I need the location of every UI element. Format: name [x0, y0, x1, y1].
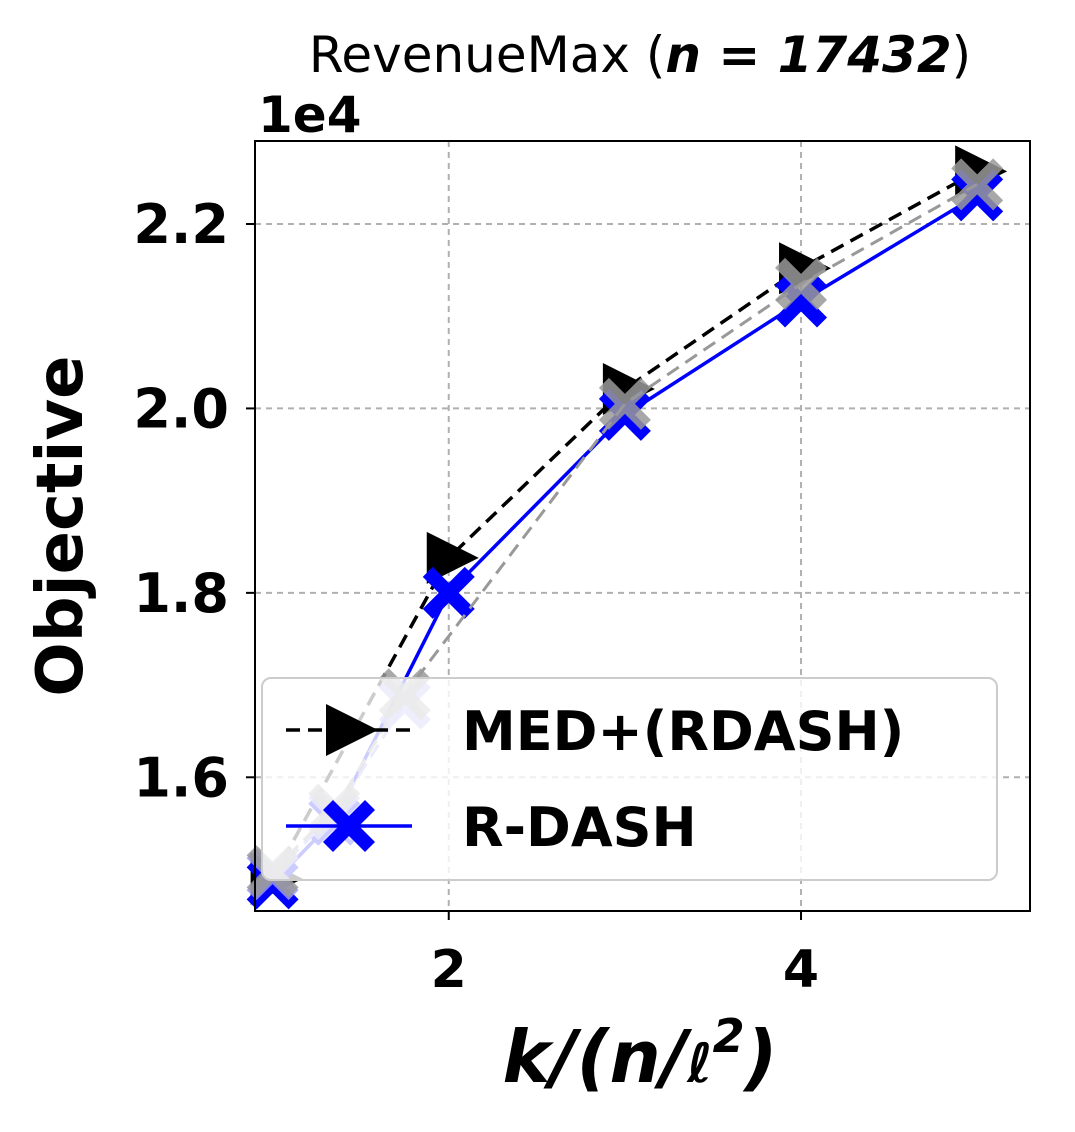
chart-title: RevenueMax (n = 17432) [309, 26, 971, 84]
y-axis-ticks: 1.6 1.8 2.0 2.2 [133, 193, 255, 809]
marker-triangle-right [326, 704, 378, 756]
legend-label: R-DASH [462, 796, 697, 859]
y-tick-label: 1.6 [133, 746, 229, 809]
chart-title-prefix: RevenueMax ( [309, 26, 666, 84]
marker-x [951, 169, 1004, 222]
legend-entry: R-DASH [286, 796, 697, 859]
y-offset-text: 1e4 [258, 86, 362, 144]
legend-entries: MED+(RDASH) R-DASH [286, 700, 904, 859]
marker-x [598, 388, 651, 441]
x-axis-label-ell: ℓ [686, 1032, 712, 1095]
y-tick-label: 2.0 [133, 377, 229, 440]
plot-area: MED+(RDASH) R-DASH [246, 140, 1031, 912]
x-axis-label: k/(n/ℓ2) [502, 1009, 777, 1099]
x-axis-label-main: k/(n/ [502, 1015, 692, 1099]
x-axis-label-exp: 2 [713, 1009, 745, 1063]
x-axis-label-close: ) [743, 1015, 778, 1099]
marker-x [951, 158, 1004, 211]
plot-frame [254, 140, 1031, 912]
marker-x [323, 800, 375, 852]
legend-entry: MED+(RDASH) [286, 700, 904, 763]
legend: MED+(RDASH) R-DASH [261, 677, 998, 881]
x-tick-label: 4 [783, 940, 819, 1000]
marker-x [598, 377, 651, 430]
marker-x [775, 257, 828, 310]
series-line [271, 169, 979, 880]
y-tick-label: 2.2 [133, 193, 229, 256]
marker-triangle-right [426, 531, 479, 584]
chart-title-math: n = 17432 [665, 26, 951, 84]
legend-frame [261, 677, 998, 881]
y-tick-label: 1.8 [133, 562, 229, 625]
marker-x [422, 566, 475, 619]
legend-label: MED+(RDASH) [462, 700, 904, 763]
x-tick-label: 2 [431, 940, 467, 1000]
y-axis-label: Objective [24, 355, 98, 696]
chart-title-suffix: ) [952, 26, 972, 84]
